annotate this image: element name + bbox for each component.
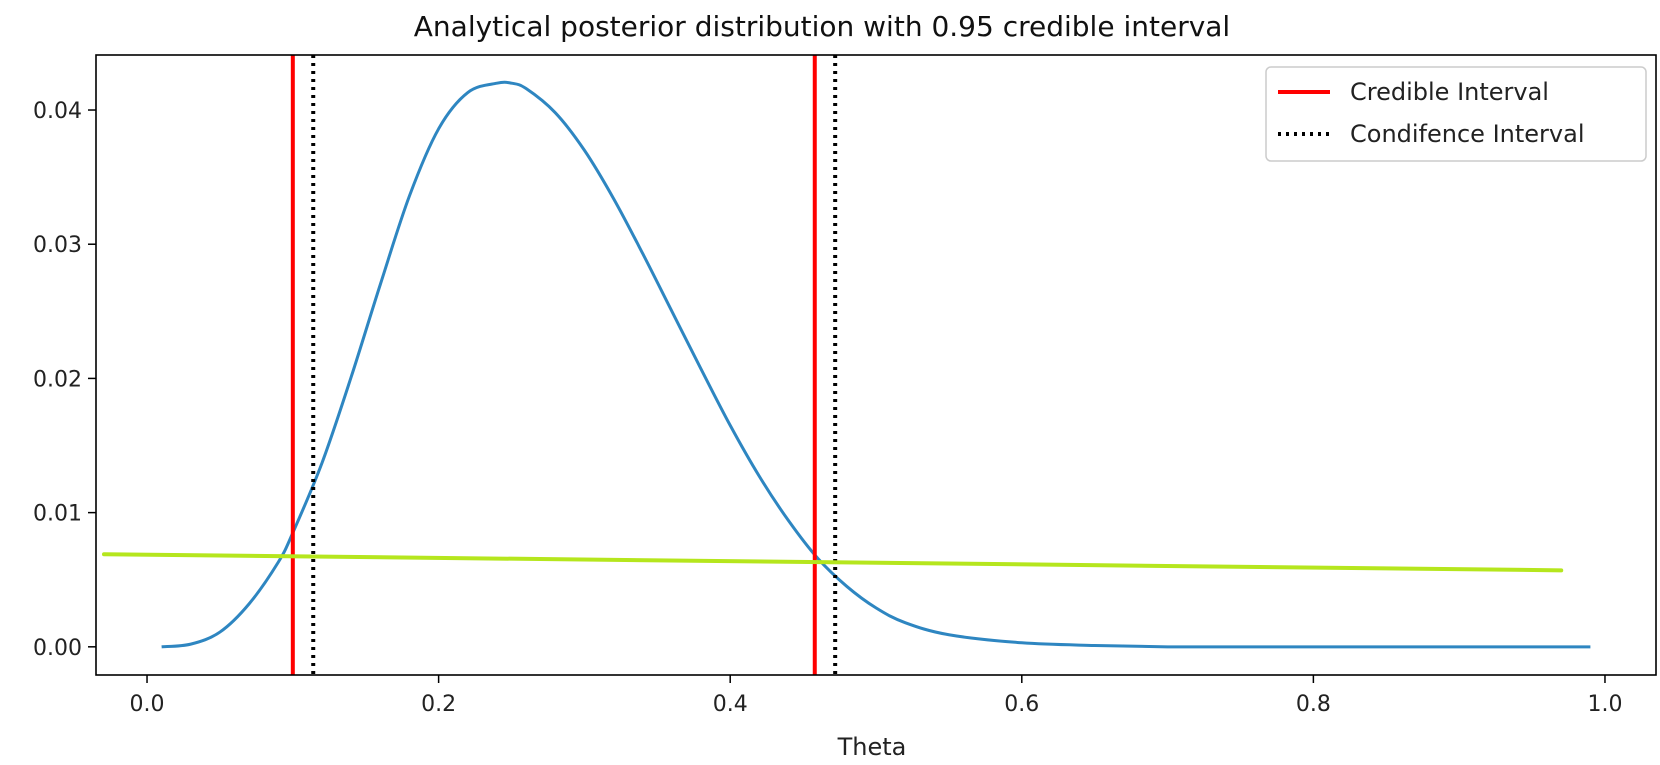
plot-frame [95, 54, 1657, 676]
annotation-line [102, 552, 1564, 573]
x-tick-label: 0.4 [713, 692, 748, 717]
y-tick-label: 0.02 [33, 367, 82, 392]
x-tick-label: 0.6 [1004, 692, 1039, 717]
y-tick-label: 0.01 [33, 502, 82, 527]
x-tick-label: 0.8 [1296, 692, 1331, 717]
y-tick-label: 0.03 [33, 233, 82, 258]
y-tick-label: 0.00 [33, 636, 82, 661]
x-tick-label: 0.2 [421, 692, 456, 717]
x-axis-label: Theta [837, 733, 907, 761]
x-tick-label: 1.0 [1587, 692, 1622, 717]
y-tick-label: 0.04 [33, 99, 82, 124]
legend: Credible Interval Condifence Interval [1265, 66, 1647, 162]
x-tick-label: 0.0 [130, 692, 165, 717]
legend-credible-label: Credible Interval [1350, 78, 1549, 106]
legend-box [1265, 66, 1647, 162]
chart-title: Analytical posterior distribution with 0… [414, 10, 1230, 43]
posterior-curve [161, 80, 1591, 649]
legend-confidence-label: Condifence Interval [1350, 120, 1584, 148]
